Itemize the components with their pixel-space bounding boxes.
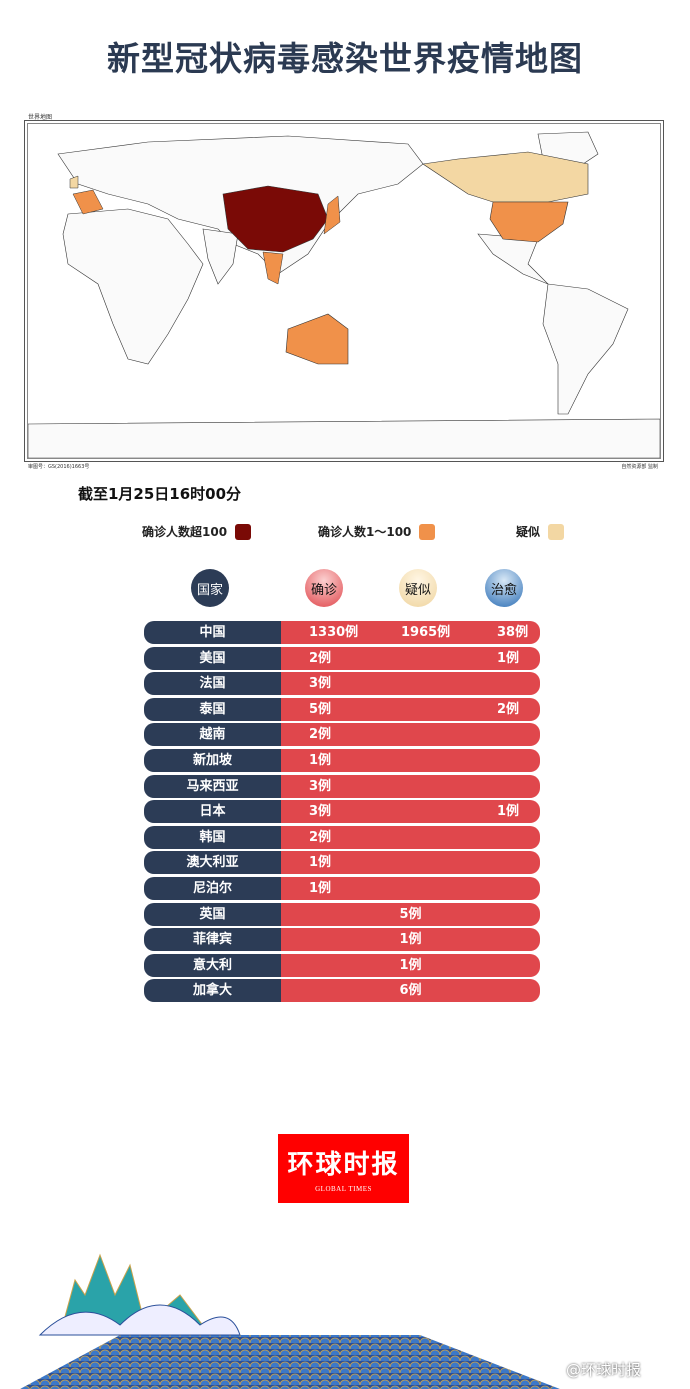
legend-swatch bbox=[548, 523, 565, 540]
confirmed-value: 3例 bbox=[309, 676, 332, 692]
confirmed-value: 1例 bbox=[309, 855, 332, 871]
weibo-watermark: @环球时报 bbox=[566, 1361, 642, 1379]
legend-1-100: 确诊人数1～100 bbox=[318, 523, 436, 540]
table-row: 日本 3例 1例 bbox=[144, 800, 540, 824]
country-name: 新加坡 bbox=[144, 749, 281, 772]
confirmed-value: 5例 bbox=[309, 701, 332, 717]
table-row: 美国 2例 1例 bbox=[144, 646, 540, 670]
region-antarctica bbox=[27, 418, 661, 459]
map-label: 世界地图 bbox=[28, 114, 53, 121]
cured-value: 38例 bbox=[497, 625, 529, 640]
country-australia bbox=[285, 313, 349, 365]
country-name: 澳大利亚 bbox=[144, 851, 281, 875]
country-japan bbox=[323, 195, 341, 235]
region-africa bbox=[62, 208, 204, 365]
country-name: 法国 bbox=[144, 672, 281, 696]
cured-value: 1例 bbox=[497, 650, 520, 666]
country-name: 英国 bbox=[144, 902, 281, 926]
table-row: 意大利 1例 bbox=[144, 953, 540, 977]
country-name: 加拿大 bbox=[144, 979, 281, 1003]
country-france-italy bbox=[72, 189, 104, 215]
map-approval-number: 审图号：GS(2016)1663号 bbox=[28, 464, 90, 470]
country-name: 中国 bbox=[144, 621, 281, 644]
region-south-america bbox=[542, 283, 629, 415]
table-row: 马来西亚 3例 bbox=[144, 774, 540, 798]
cured-value: 1例 bbox=[497, 804, 520, 820]
table-row: 澳大利亚 1例 bbox=[144, 851, 540, 875]
table-row: 菲律宾 1例 bbox=[144, 928, 540, 952]
confirmed-value: 2例 bbox=[309, 727, 332, 743]
confirmed-value: 2例 bbox=[309, 650, 332, 666]
global-times-logo: 环球时报 GLOBAL TIMES bbox=[278, 1134, 409, 1203]
confirmed-value: 3例 bbox=[309, 804, 332, 820]
legend-swatch bbox=[235, 523, 252, 540]
country-uk bbox=[69, 175, 79, 189]
country-canada bbox=[422, 151, 589, 203]
header-cured: 治愈 bbox=[485, 569, 523, 607]
table-row: 韩国 2例 bbox=[144, 825, 540, 849]
suspected-value: 5例 bbox=[399, 906, 422, 922]
table-row: 加拿大 6例 bbox=[144, 979, 540, 1003]
table-row: 泰国 5例 2例 bbox=[144, 697, 540, 721]
confirmed-value: 2例 bbox=[309, 829, 332, 845]
as-of-time: 截至1月25日16时00分 bbox=[78, 485, 242, 503]
table-row: 中国 1330例 1965例 38例 bbox=[144, 621, 540, 644]
header-suspected: 疑似 bbox=[399, 569, 437, 607]
legend-swatch bbox=[419, 523, 436, 540]
country-name: 美国 bbox=[144, 646, 281, 670]
country-name: 日本 bbox=[144, 800, 281, 824]
country-china bbox=[222, 185, 329, 253]
suspected-value: 6例 bbox=[399, 983, 422, 999]
legend-suspected: 疑似 bbox=[516, 523, 565, 540]
wave-mountain-decoration bbox=[20, 1253, 560, 1389]
confirmed-value: 1例 bbox=[309, 753, 332, 768]
country-southeast-asia bbox=[262, 251, 284, 285]
table-row: 尼泊尔 1例 bbox=[144, 877, 540, 900]
page-title: 新型冠状病毒感染世界疫情地图 bbox=[107, 39, 583, 78]
region-india bbox=[202, 228, 239, 285]
table-row: 法国 3例 bbox=[144, 672, 540, 696]
table-row: 新加坡 1例 bbox=[144, 749, 540, 772]
country-name: 韩国 bbox=[144, 825, 281, 849]
confirmed-value: 1330例 bbox=[309, 625, 359, 640]
country-name: 越南 bbox=[144, 723, 281, 747]
country-name: 尼泊尔 bbox=[144, 877, 281, 900]
cured-value: 2例 bbox=[497, 701, 520, 717]
country-name: 菲律宾 bbox=[144, 928, 281, 952]
legend-over-100: 确诊人数超100 bbox=[142, 523, 252, 540]
confirmed-value: 1例 bbox=[309, 881, 332, 896]
map-publisher: 自然资源部 监制 bbox=[621, 464, 658, 470]
world-map-svg bbox=[27, 131, 661, 459]
country-usa bbox=[489, 201, 569, 243]
confirmed-value: 3例 bbox=[309, 778, 332, 794]
suspected-value: 1例 bbox=[399, 932, 422, 948]
suspected-value: 1例 bbox=[399, 957, 422, 973]
table-row: 英国 5例 bbox=[144, 902, 540, 926]
header-country: 国家 bbox=[191, 569, 229, 607]
world-map bbox=[24, 120, 664, 462]
country-name: 马来西亚 bbox=[144, 774, 281, 798]
country-name: 意大利 bbox=[144, 953, 281, 977]
header-confirmed: 确诊 bbox=[305, 569, 343, 607]
suspected-value: 1965例 bbox=[401, 625, 451, 640]
country-name: 泰国 bbox=[144, 697, 281, 721]
table-row: 越南 2例 bbox=[144, 723, 540, 747]
